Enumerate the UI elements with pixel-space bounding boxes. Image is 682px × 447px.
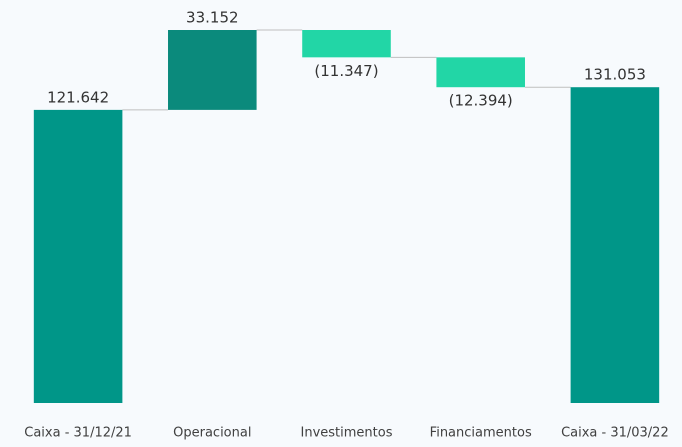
value-label: 121.642 [47, 88, 109, 106]
value-label: 33.152 [186, 9, 239, 27]
bar [436, 57, 525, 88]
bar [168, 30, 257, 110]
bar [302, 30, 391, 58]
value-label: 131.053 [584, 66, 646, 84]
bar [33, 109, 123, 403]
x-tick-label: Financiamentos [430, 426, 532, 441]
x-tick-label: Caixa - 31/12/21 [24, 426, 132, 441]
value-label: (12.394) [449, 92, 513, 110]
value-label: (11.347) [314, 62, 378, 80]
x-tick-label: Investimentos [301, 426, 393, 441]
x-tick-label: Caixa - 31/03/22 [561, 426, 669, 441]
bar [570, 87, 660, 404]
x-tick-label: Operacional [173, 426, 251, 441]
